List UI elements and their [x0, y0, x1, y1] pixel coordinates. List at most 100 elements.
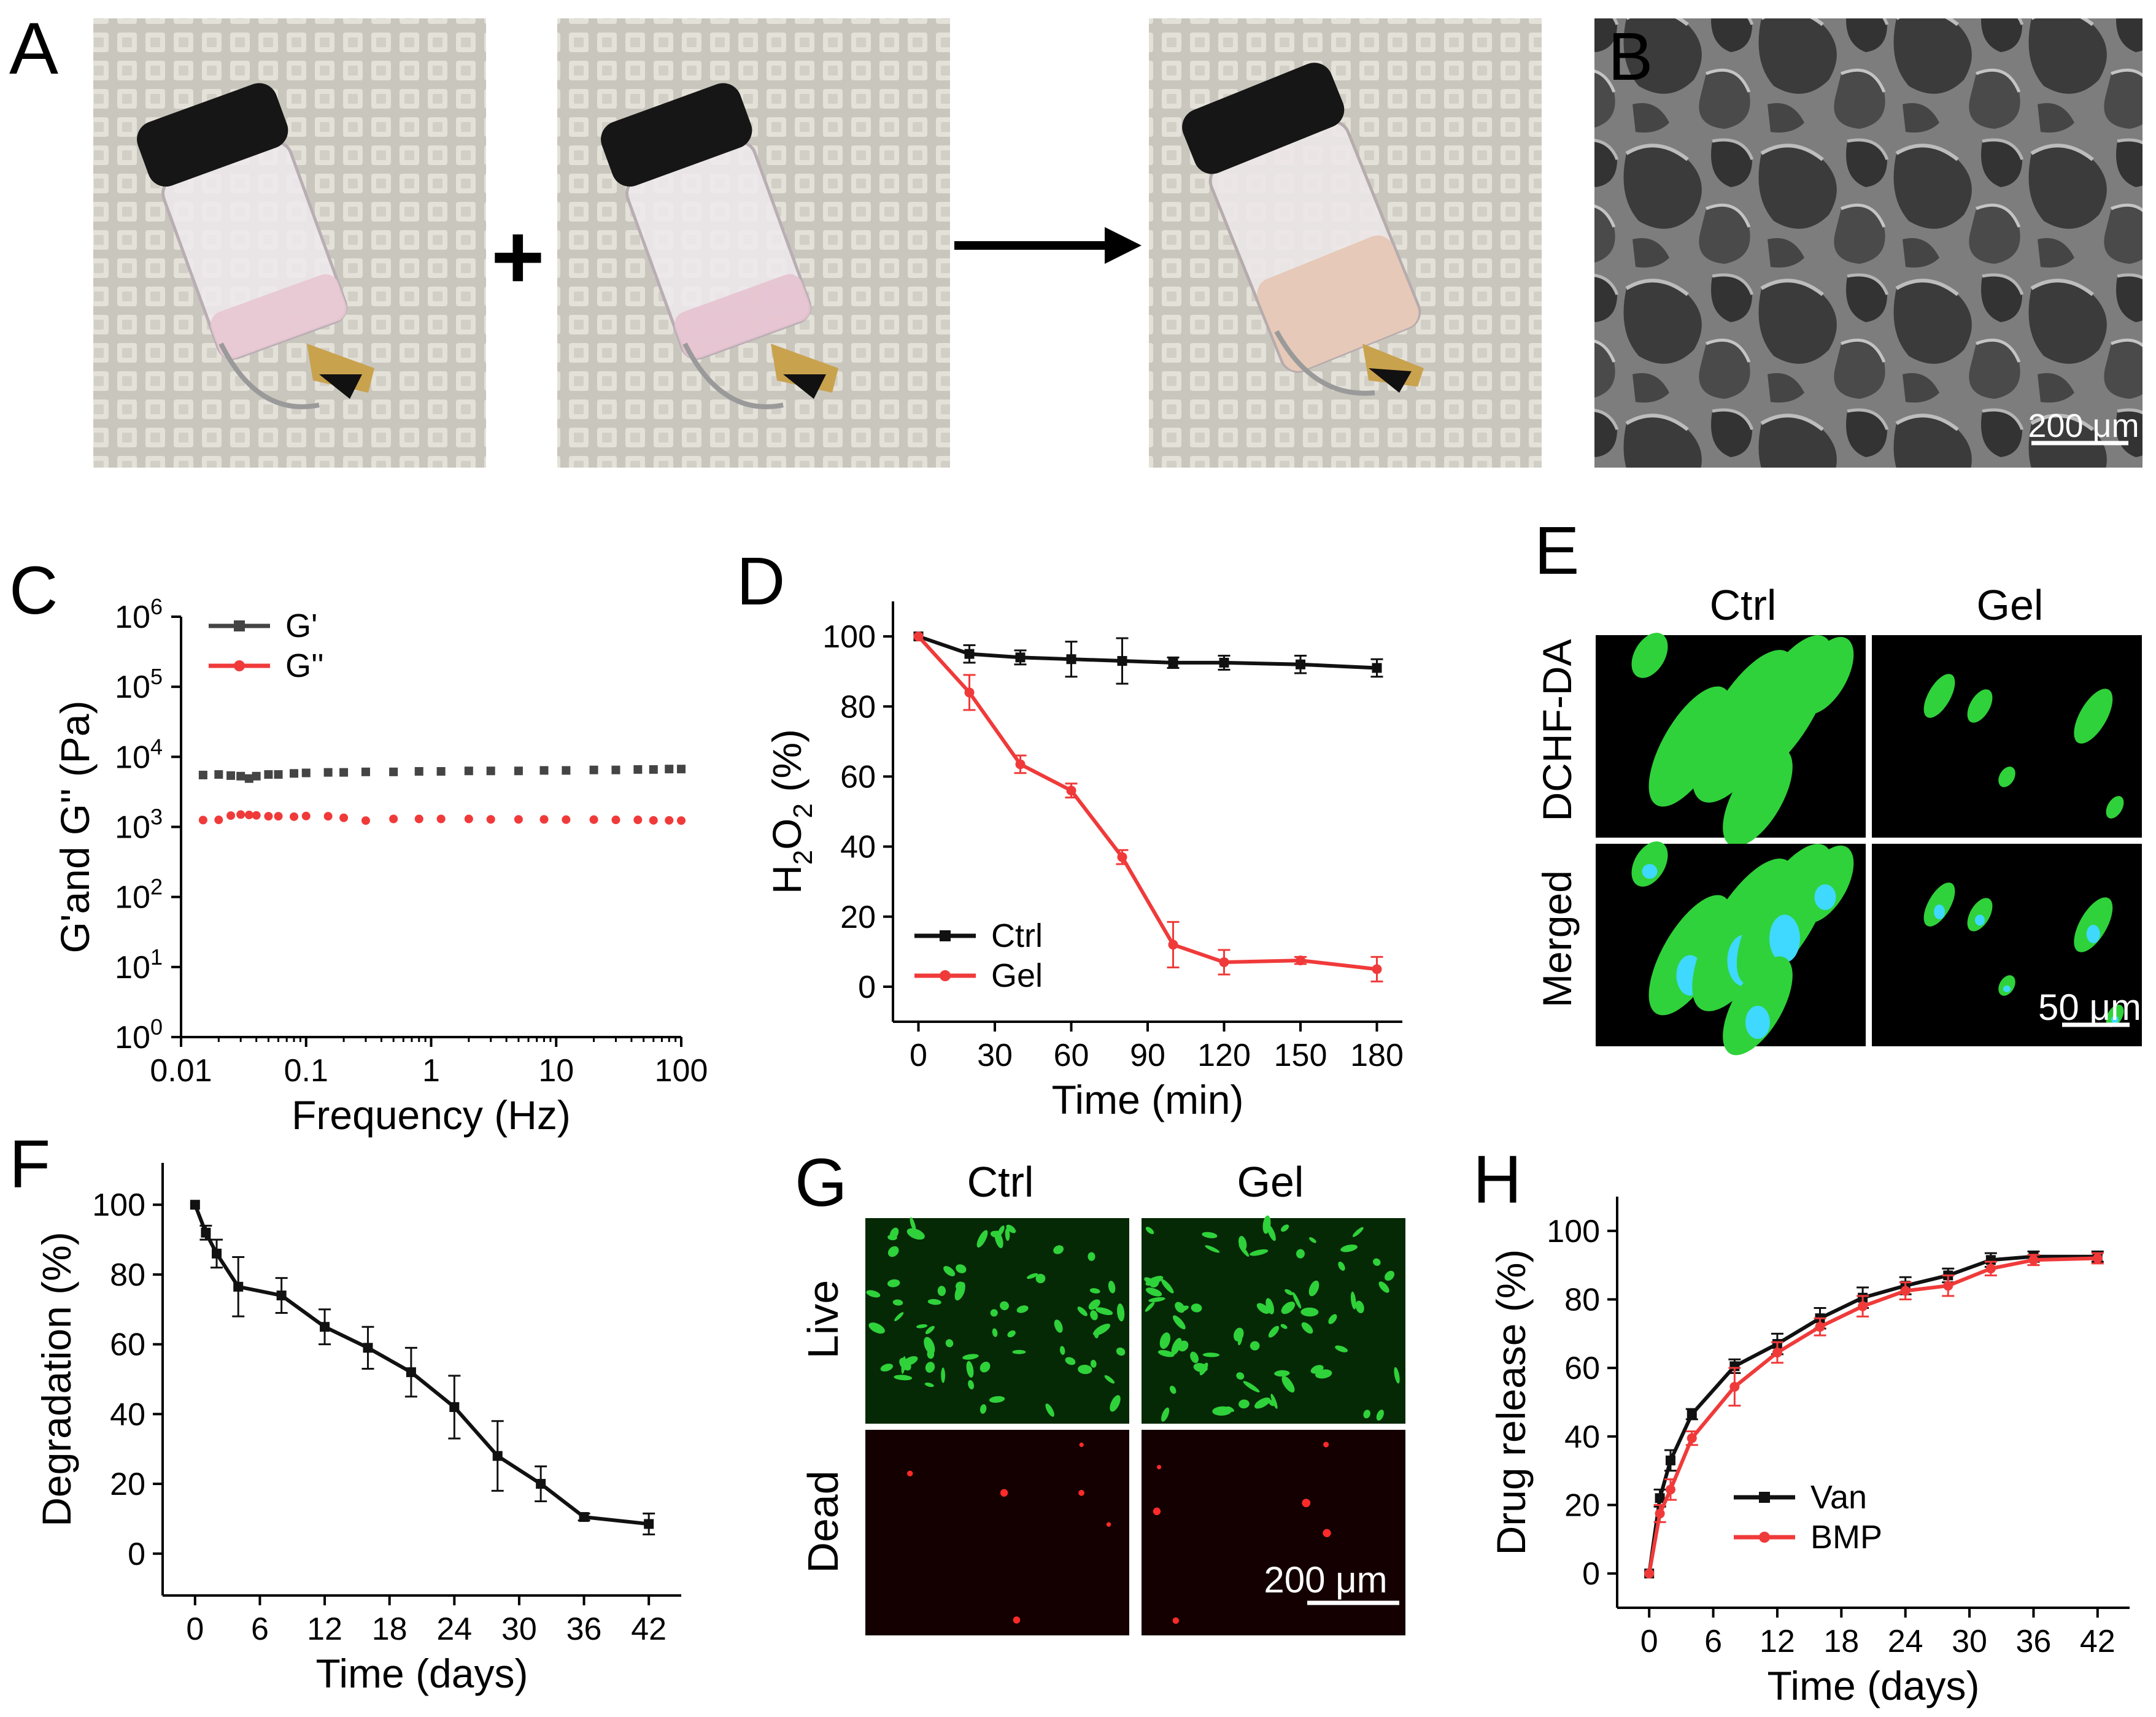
data-point — [633, 816, 643, 825]
live-cell — [924, 1337, 935, 1354]
series-data — [190, 1200, 655, 1536]
data-point — [290, 812, 299, 821]
dead-cell — [906, 1470, 913, 1476]
y-tick-label: 40 — [1564, 1419, 1600, 1455]
data-point — [389, 767, 398, 776]
data-point — [198, 770, 207, 779]
live-cell — [1012, 1349, 1026, 1354]
nucleus — [1769, 914, 1800, 963]
cell — [1723, 747, 1793, 847]
data-point — [274, 770, 283, 779]
x-tick-label: 36 — [2016, 1624, 2052, 1659]
data-point — [665, 765, 674, 774]
dead-cell — [1153, 1507, 1161, 1516]
live-cell — [1035, 1273, 1046, 1284]
x-axis-label: Time (days) — [1768, 1663, 1980, 1708]
photo-vial-2 — [557, 18, 950, 468]
live-cell — [1104, 1375, 1115, 1384]
x-tick-label: 18 — [1823, 1624, 1859, 1659]
micrograph-frame — [865, 1218, 1129, 1424]
data-point — [214, 770, 223, 779]
live-cell — [1352, 1227, 1364, 1237]
live-cell — [1202, 1232, 1218, 1238]
live-cell — [1250, 1249, 1269, 1256]
live-cell — [1385, 1270, 1395, 1281]
live-cell — [945, 1339, 954, 1348]
live-cell — [1376, 1410, 1384, 1421]
live-cell — [1270, 1394, 1278, 1409]
live-cell — [892, 1299, 903, 1306]
arrow-right-icon — [954, 227, 1142, 264]
nucleus — [1975, 914, 1985, 926]
data-point — [633, 765, 643, 774]
row-label-live: Live — [799, 1280, 847, 1359]
data-point — [226, 811, 236, 820]
live-cell — [992, 1328, 998, 1337]
y-axis-label: G'and G'' (Pa) — [52, 701, 98, 954]
data-point — [1943, 1281, 1953, 1291]
live-cell — [941, 1367, 946, 1383]
y-tick-label: 100 — [115, 1014, 163, 1055]
live-cell — [1234, 1327, 1244, 1341]
live-cell — [1310, 1365, 1324, 1374]
data-point — [1655, 1508, 1665, 1519]
scale-bar-label: 50 μm — [2038, 987, 2141, 1028]
data-point — [562, 766, 571, 775]
data-point — [323, 812, 333, 821]
y-tick-label: 40 — [840, 830, 876, 865]
x-tick-label: 24 — [1888, 1624, 1923, 1659]
y-tick-label: 60 — [110, 1327, 145, 1363]
data-point — [611, 816, 620, 825]
live-cell — [1254, 1397, 1270, 1409]
y-tick-label: 0 — [128, 1537, 145, 1572]
live-cell — [1378, 1281, 1389, 1293]
x-tick-label: 0 — [1640, 1624, 1658, 1659]
data-point — [1815, 1322, 1825, 1332]
live-cell — [1350, 1291, 1356, 1310]
data-point — [514, 815, 523, 824]
nucleus — [2003, 986, 2011, 992]
series-BMP — [1644, 1252, 2104, 1579]
live-cell — [943, 1266, 956, 1276]
live-cell — [1090, 1359, 1097, 1368]
live-cell — [1243, 1381, 1260, 1392]
live-cell — [1274, 1370, 1290, 1377]
row-label-dchf: DCHF-DA — [1534, 639, 1580, 822]
live-cell — [1250, 1341, 1260, 1351]
photo-gel-vial — [1149, 18, 1542, 468]
live-cell — [1006, 1224, 1016, 1233]
data-point — [579, 1512, 589, 1522]
nucleus — [1814, 884, 1836, 910]
panel-e: E Ctrl Gel DCHF-DA Merged 50 μm — [1534, 513, 2142, 1055]
panel-c-chart: C 0.01 0.1 1 10 100 100 101 102 103 104 105 106 Frequ… — [9, 553, 708, 1138]
live-cell — [1238, 1244, 1250, 1257]
y-axis-label: H2O2 (%) — [764, 729, 818, 894]
data-point — [1296, 659, 1305, 669]
data-point — [536, 1479, 546, 1489]
live-cell — [1108, 1281, 1116, 1294]
row-label-dead: Dead — [799, 1470, 847, 1573]
data-point — [562, 815, 571, 824]
live-cell — [1148, 1297, 1165, 1302]
y-tick-label: 102 — [115, 874, 163, 916]
cell — [1648, 686, 1732, 807]
data-point — [1296, 955, 1305, 966]
sem-image — [1594, 18, 2142, 468]
data-point — [1729, 1381, 1740, 1392]
live-cell — [925, 1325, 935, 1335]
panel-a-letter: A — [9, 7, 58, 90]
data-point — [301, 768, 311, 777]
x-tick-label: 30 — [501, 1611, 537, 1647]
live-cell — [966, 1360, 974, 1378]
panel-h-chart: H 0 6 12 18 24 30 36 42 0 20 40 60 80 100 Time (days) Dr… — [1473, 1142, 2130, 1708]
data-point — [449, 1402, 460, 1412]
live-cell — [1280, 1324, 1288, 1329]
live-cell — [1308, 1280, 1319, 1297]
live-cell — [887, 1246, 899, 1257]
data-point — [1900, 1286, 1911, 1296]
y-tick-label: 60 — [1564, 1351, 1600, 1386]
data-point — [611, 765, 620, 774]
data-point — [1687, 1433, 1697, 1443]
live-cell — [1157, 1350, 1175, 1357]
data-point — [644, 1519, 654, 1529]
